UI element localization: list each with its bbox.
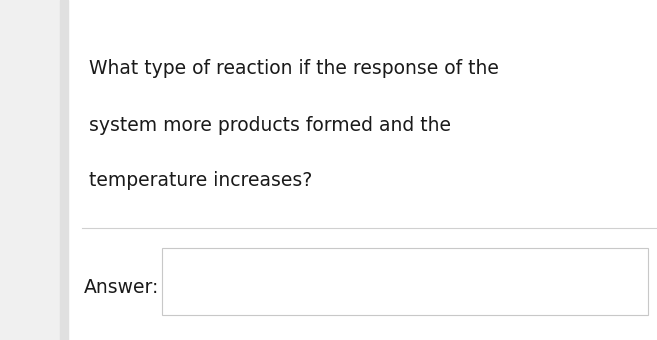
Bar xyxy=(60,0,68,340)
Text: What type of reaction if the response of the: What type of reaction if the response of… xyxy=(89,58,499,78)
Text: temperature increases?: temperature increases? xyxy=(89,171,312,190)
Text: system more products formed and the: system more products formed and the xyxy=(89,116,451,135)
Bar xyxy=(0,0,60,340)
Bar xyxy=(162,248,648,314)
Text: Answer:: Answer: xyxy=(84,278,160,297)
